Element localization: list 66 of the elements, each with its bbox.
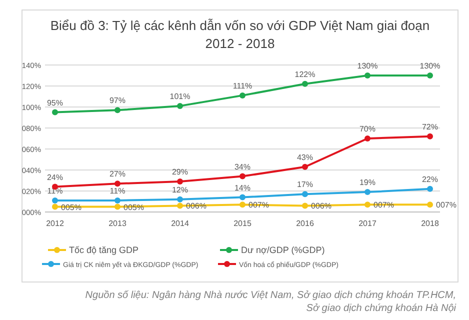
data-label: 006% xyxy=(311,202,332,211)
data-label: 95% xyxy=(46,98,64,108)
data-label: 70% xyxy=(359,124,376,134)
x-tick-label: 2017 xyxy=(358,219,377,228)
point xyxy=(302,202,308,209)
data-label: 29% xyxy=(172,168,188,177)
point xyxy=(427,72,433,78)
data-label: 005% xyxy=(61,202,82,212)
text: Sở giao dịch chứng khoán Hà Nội xyxy=(306,303,457,314)
x-tick-label: 2015 xyxy=(234,219,252,228)
point xyxy=(240,202,246,208)
data-label: 14% xyxy=(234,183,251,192)
data-label: 006% xyxy=(186,202,206,211)
point xyxy=(240,173,246,180)
data-label: 72% xyxy=(422,122,438,132)
data-label: 111% xyxy=(232,81,252,90)
point xyxy=(114,180,120,187)
point xyxy=(114,204,120,210)
data-label: 24% xyxy=(46,172,64,182)
data-label: 130% xyxy=(357,62,378,70)
chart-title: Biểu đồ 3: Tỷ lệ các kênh dẫn vốn so với GDP Việt Nam giai đoạn 2012 - 2018 xyxy=(50,18,430,51)
point xyxy=(364,72,370,78)
point xyxy=(114,107,120,114)
point xyxy=(114,197,120,204)
x-tick-label: 2012 xyxy=(46,219,64,228)
data-label: 007% xyxy=(248,200,269,210)
point xyxy=(302,80,308,87)
data-label: 43% xyxy=(296,152,314,162)
point xyxy=(364,189,370,196)
point xyxy=(52,109,58,116)
data-label: 19% xyxy=(359,178,376,188)
point xyxy=(240,194,246,200)
data-label: 17% xyxy=(296,180,314,190)
point xyxy=(364,136,370,142)
point xyxy=(177,202,183,209)
data-label: 005% xyxy=(124,202,144,212)
point xyxy=(52,197,58,204)
text: Nguồn số liệu: Ngân hàng Nhà nước Việt Nam, Sở giao dịch chứng khoán TP.HCM, xyxy=(85,290,456,301)
point xyxy=(364,202,370,208)
point xyxy=(177,196,183,202)
point xyxy=(427,186,433,192)
data-label: 11% xyxy=(110,186,126,196)
data-label: 22% xyxy=(422,174,438,184)
point xyxy=(302,164,308,170)
legend-label: Tốc độ tăng GDP xyxy=(69,245,139,255)
x-tick-label: 2016 xyxy=(296,219,314,228)
point xyxy=(427,133,433,140)
legend-label: Dư nợ/GDP (%GDP) xyxy=(241,245,325,255)
point xyxy=(302,191,308,198)
point xyxy=(427,202,433,208)
data-label: 122% xyxy=(294,70,316,79)
point xyxy=(177,102,183,109)
data-label: 130% xyxy=(420,62,440,70)
data-label: 101% xyxy=(170,92,190,101)
data-label: 12% xyxy=(172,185,188,194)
x-tick-label: 2014 xyxy=(171,219,190,228)
data-label: 97% xyxy=(109,96,126,106)
data-label: 27% xyxy=(109,170,126,179)
x-tick-label: 2018 xyxy=(421,219,440,228)
point xyxy=(240,92,246,98)
point xyxy=(177,178,183,185)
x-tick-label: 2013 xyxy=(108,219,127,228)
data-label: 007% xyxy=(436,200,456,210)
point xyxy=(52,204,58,210)
data-label: 007% xyxy=(374,200,394,210)
data-label: 34% xyxy=(234,162,251,172)
